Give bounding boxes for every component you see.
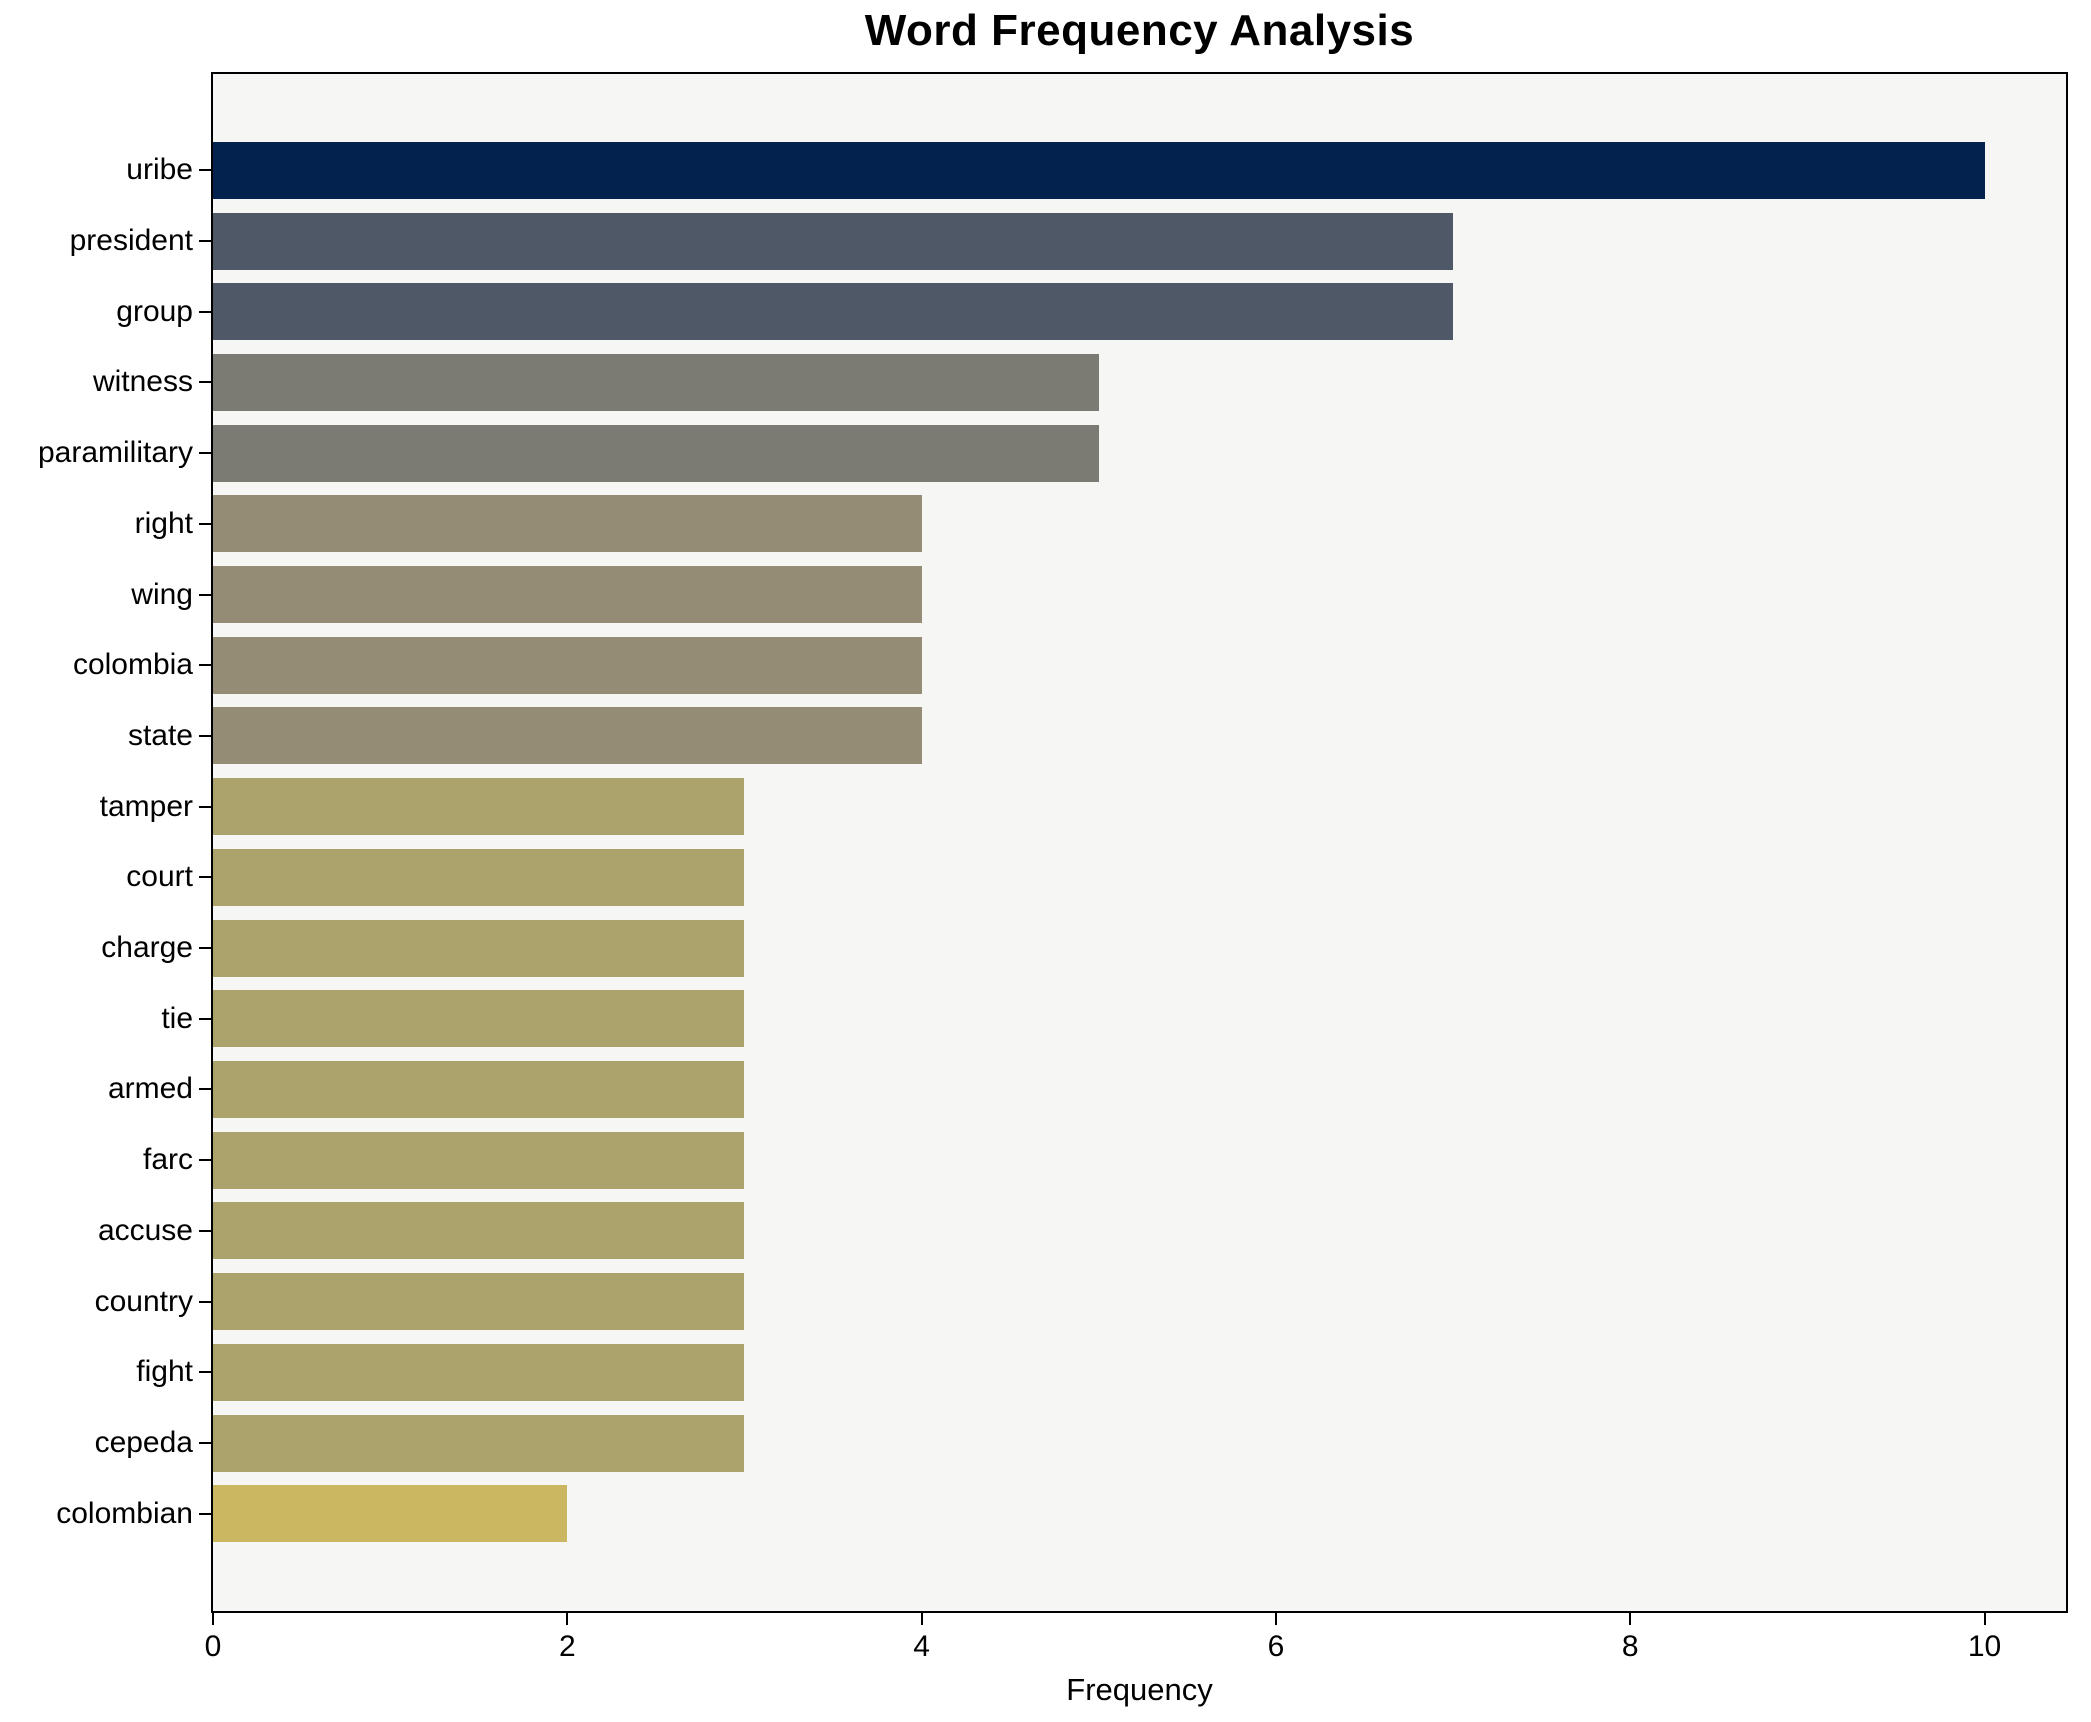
x-tick-label-0: 0 (204, 1630, 222, 1663)
bar-wing (213, 566, 922, 624)
y-tick-mark (199, 1017, 211, 1020)
bar-group (213, 283, 1454, 341)
y-tick-label-wing: wing (131, 577, 193, 611)
y-tick-label-state: state (127, 718, 193, 752)
y-tick-mark (199, 1159, 211, 1162)
y-tick-mark (199, 947, 211, 950)
y-tick-mark (199, 1300, 211, 1303)
x-tick-mark (1629, 1613, 1632, 1625)
bar-country (213, 1273, 745, 1331)
bar-court (213, 848, 745, 906)
y-tick-mark (199, 1371, 211, 1374)
y-tick-label-farc: farc (142, 1143, 193, 1177)
bar-row-state (213, 701, 2066, 772)
y-tick-label-fight: fight (136, 1355, 193, 1389)
bar-row-paramilitary (213, 418, 2066, 489)
bar-armed (213, 1060, 745, 1118)
bar-row-accuse (213, 1196, 2066, 1267)
bar-row-uribe (213, 135, 2066, 206)
bar-state (213, 707, 922, 765)
y-tick-mark (199, 805, 211, 808)
bar-row-court (213, 842, 2066, 913)
y-tick-mark (199, 381, 211, 384)
bar-row-wing (213, 559, 2066, 630)
bar-uribe (213, 141, 1985, 199)
bar-right (213, 495, 922, 553)
y-tick-mark (199, 1229, 211, 1232)
y-tick-label-court: court (126, 860, 193, 894)
bar-farc (213, 1131, 745, 1189)
y-tick-mark (199, 310, 211, 313)
bar-fight (213, 1343, 745, 1401)
bar-row-country (213, 1266, 2066, 1337)
y-tick-mark (199, 1512, 211, 1515)
y-tick-mark (199, 1088, 211, 1091)
bar-row-group (213, 276, 2066, 347)
bar-row-farc (213, 1125, 2066, 1196)
bar-row-witness (213, 347, 2066, 418)
y-tick-label-tie: tie (161, 1001, 193, 1035)
x-tick-mark (566, 1613, 569, 1625)
y-tick-label-armed: armed (107, 1072, 193, 1106)
y-tick-mark (199, 522, 211, 525)
y-tick-label-group: group (116, 294, 193, 328)
y-tick-label-country: country (94, 1284, 193, 1318)
y-tick-mark (199, 240, 211, 243)
y-tick-label-tamper: tamper (99, 789, 193, 823)
bar-paramilitary (213, 424, 1099, 482)
bar-row-colombian (213, 1478, 2066, 1549)
bar-row-cepeda (213, 1408, 2066, 1479)
chart-title: Word Frequency Analysis (864, 6, 1415, 55)
plot-area (211, 72, 2068, 1613)
bar-witness (213, 353, 1099, 411)
y-tick-label-witness: witness (92, 365, 193, 399)
bar-cepeda (213, 1414, 745, 1472)
bar-colombia (213, 636, 922, 694)
bar-tamper (213, 778, 745, 836)
x-axis-label: Frequency (1066, 1672, 1213, 1707)
x-tick-label-6: 6 (1267, 1630, 1285, 1663)
x-tick-label-8: 8 (1621, 1630, 1639, 1663)
bar-accuse (213, 1202, 745, 1260)
y-tick-label-uribe: uribe (126, 153, 193, 187)
y-tick-label-right: right (134, 506, 193, 540)
bar-colombian (213, 1485, 568, 1543)
x-tick-label-2: 2 (558, 1630, 576, 1663)
bar-row-colombia (213, 630, 2066, 701)
x-tick-mark (1983, 1613, 1986, 1625)
y-tick-label-president: president (69, 224, 193, 258)
x-tick-label-4: 4 (913, 1630, 930, 1663)
bar-row-tie (213, 983, 2066, 1054)
y-tick-mark (199, 169, 211, 172)
y-tick-label-charge: charge (101, 931, 193, 965)
y-tick-mark (199, 452, 211, 455)
bar-president (213, 212, 1454, 270)
x-tick-mark (920, 1613, 923, 1625)
y-tick-mark (199, 876, 211, 879)
bar-row-right (213, 489, 2066, 560)
x-tick-mark (212, 1613, 214, 1625)
y-tick-mark (199, 734, 211, 737)
bar-row-president (213, 206, 2066, 277)
y-tick-mark (199, 1441, 211, 1444)
y-tick-label-colombia: colombia (72, 648, 193, 682)
x-tick-mark (1274, 1613, 1277, 1625)
y-tick-mark (199, 593, 211, 596)
y-tick-label-colombian: colombian (56, 1496, 193, 1530)
bar-row-armed (213, 1054, 2066, 1125)
y-tick-label-accuse: accuse (97, 1213, 193, 1247)
bar-tie (213, 990, 745, 1048)
bar-row-fight (213, 1337, 2066, 1408)
y-tick-label-cepeda: cepeda (94, 1425, 193, 1459)
y-tick-label-paramilitary: paramilitary (37, 436, 193, 470)
y-tick-mark (199, 664, 211, 667)
bar-charge (213, 919, 745, 977)
x-tick-label-10: 10 (1967, 1630, 2002, 1663)
bar-row-tamper (213, 771, 2066, 842)
bar-row-charge (213, 913, 2066, 984)
